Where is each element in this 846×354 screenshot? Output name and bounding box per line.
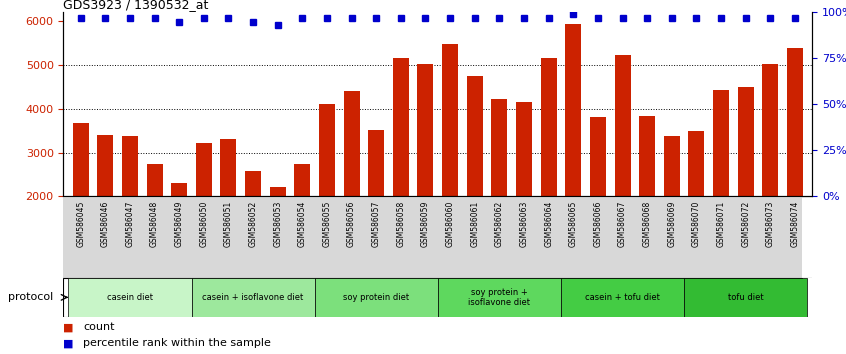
Text: GSM586053: GSM586053 <box>273 200 283 247</box>
Text: GSM586059: GSM586059 <box>421 200 430 247</box>
Text: GSM586064: GSM586064 <box>544 200 553 247</box>
Bar <box>738 87 754 284</box>
Bar <box>614 55 630 284</box>
Bar <box>171 183 187 284</box>
Bar <box>319 104 335 284</box>
Text: ■: ■ <box>63 338 74 348</box>
Text: GSM586055: GSM586055 <box>322 200 332 247</box>
Text: tofu diet: tofu diet <box>728 293 763 302</box>
Bar <box>590 117 606 284</box>
Text: soy protein +
isoflavone diet: soy protein + isoflavone diet <box>469 288 530 307</box>
Text: GSM586061: GSM586061 <box>470 200 479 247</box>
Bar <box>689 131 705 284</box>
Text: GDS3923 / 1390532_at: GDS3923 / 1390532_at <box>63 0 209 11</box>
Text: GSM586057: GSM586057 <box>371 200 381 247</box>
Bar <box>245 171 261 284</box>
Text: GSM586067: GSM586067 <box>618 200 627 247</box>
Text: casein diet: casein diet <box>107 293 153 302</box>
Bar <box>417 64 433 284</box>
Text: count: count <box>83 322 114 332</box>
Bar <box>492 99 508 284</box>
Bar <box>221 139 237 284</box>
Bar <box>97 135 113 284</box>
Bar <box>69 278 191 317</box>
Bar <box>315 278 437 317</box>
Text: GSM586071: GSM586071 <box>717 200 726 247</box>
Text: soy protein diet: soy protein diet <box>343 293 409 302</box>
Bar <box>195 143 212 284</box>
Text: GSM586050: GSM586050 <box>200 200 208 247</box>
Text: GSM586074: GSM586074 <box>790 200 799 247</box>
Bar <box>639 116 655 284</box>
Bar <box>684 278 807 317</box>
Text: casein + isoflavone diet: casein + isoflavone diet <box>202 293 304 302</box>
Text: protocol: protocol <box>8 292 53 302</box>
Bar <box>343 91 360 284</box>
Text: percentile rank within the sample: percentile rank within the sample <box>83 338 271 348</box>
Bar <box>664 136 680 284</box>
Bar <box>146 165 162 284</box>
Bar <box>73 123 89 284</box>
Text: GSM586068: GSM586068 <box>643 200 651 247</box>
Text: GSM586069: GSM586069 <box>667 200 676 247</box>
Bar <box>541 58 557 284</box>
Text: GSM586045: GSM586045 <box>76 200 85 247</box>
Bar <box>787 48 803 284</box>
Text: GSM586046: GSM586046 <box>101 200 110 247</box>
Text: GSM586056: GSM586056 <box>347 200 356 247</box>
Bar <box>270 187 286 284</box>
Bar <box>713 90 729 284</box>
Bar <box>565 24 581 284</box>
Text: GSM586070: GSM586070 <box>692 200 700 247</box>
Text: casein + tofu diet: casein + tofu diet <box>585 293 660 302</box>
Bar <box>516 102 532 284</box>
Bar <box>393 58 409 284</box>
Bar <box>442 44 459 284</box>
Text: ■: ■ <box>63 322 74 332</box>
Text: GSM586060: GSM586060 <box>446 200 454 247</box>
Bar <box>561 278 684 317</box>
Text: GSM586065: GSM586065 <box>569 200 578 247</box>
Bar <box>368 130 384 284</box>
Bar <box>122 136 138 284</box>
Bar <box>191 278 315 317</box>
Bar <box>294 165 310 284</box>
Bar <box>467 76 483 284</box>
Bar <box>762 64 778 284</box>
Bar <box>438 278 561 317</box>
Text: GSM586066: GSM586066 <box>593 200 602 247</box>
Text: GSM586062: GSM586062 <box>495 200 504 247</box>
Text: GSM586047: GSM586047 <box>125 200 135 247</box>
Text: GSM586049: GSM586049 <box>175 200 184 247</box>
Text: GSM586048: GSM586048 <box>150 200 159 247</box>
Text: GSM586072: GSM586072 <box>741 200 750 247</box>
Text: GSM586063: GSM586063 <box>519 200 529 247</box>
Text: GSM586054: GSM586054 <box>298 200 307 247</box>
Text: GSM586073: GSM586073 <box>766 200 775 247</box>
Text: GSM586052: GSM586052 <box>249 200 257 247</box>
Text: GSM586058: GSM586058 <box>397 200 405 247</box>
Text: GSM586051: GSM586051 <box>224 200 233 247</box>
